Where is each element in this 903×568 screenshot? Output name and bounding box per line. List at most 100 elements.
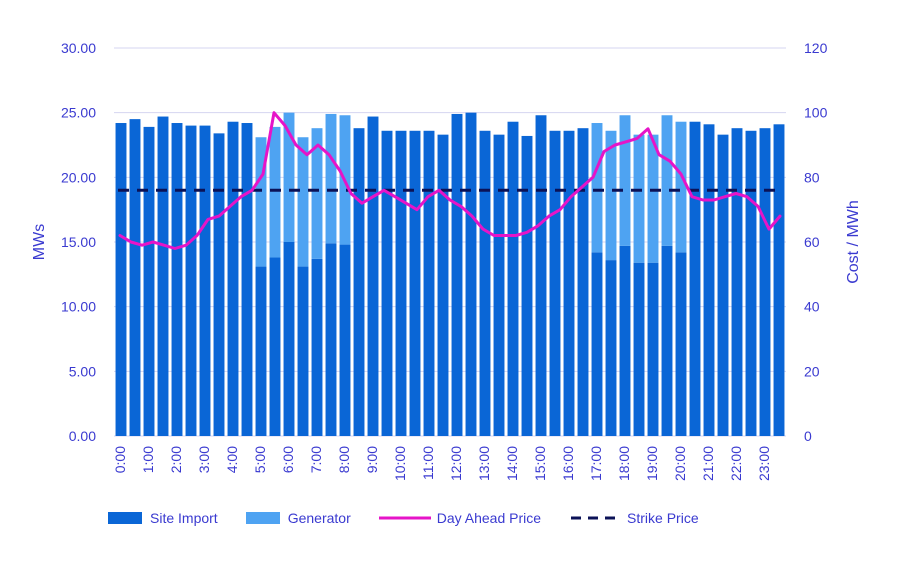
bar-generator [633,134,645,263]
y-tick-label: 0.00 [69,428,96,444]
bar-site-import [549,130,561,437]
x-tick-label: 0:00 [112,446,128,473]
bar-generator [325,113,337,244]
bar-site-import [507,121,519,436]
y2-tick-label: 120 [804,40,828,56]
legend-label-strike-price: Strike Price [627,510,699,526]
bar-site-import [395,130,407,437]
x-tick-label: 3:00 [196,446,212,473]
y-tick-label: 10.00 [61,299,96,315]
bar-site-import [689,121,701,436]
x-tick-label: 7:00 [308,446,324,473]
bar-site-import [129,119,141,436]
lines [118,111,782,250]
x-tick-label: 9:00 [364,446,380,473]
y-tick-label: 5.00 [69,363,96,379]
bar-site-import [227,121,239,436]
x-tick-label: 11:00 [420,446,436,480]
bar-generator [661,115,673,246]
bar-site-import [535,115,547,437]
legend-label-generator: Generator [287,510,351,526]
x-tick-label: 2:00 [168,446,184,473]
legend: Site Import Generator Day Ahead Price St… [108,510,727,526]
gridlines [114,47,786,437]
bar-site-import [479,130,491,437]
bar-generator [269,126,281,258]
bar-site-import [213,133,225,437]
legend-swatch-site-import [108,512,142,524]
bar-site-import [563,130,575,437]
bar-generator [255,137,267,267]
bar-site-import [199,125,211,436]
y-tick-label: 20.00 [61,169,96,185]
bar-site-import [255,266,267,436]
legend-item-strike-price: Strike Price [569,510,699,526]
legend-swatch-strike-price [569,512,621,524]
bar-site-import [353,128,365,437]
bar-generator [311,128,323,259]
y-tick-label: 30.00 [61,40,96,56]
x-tick-label: 16:00 [560,446,576,481]
x-tick-label: 4:00 [224,446,240,473]
bar-site-import [311,258,323,436]
bar-site-import [647,262,659,436]
bar-site-import [325,243,337,436]
bar-site-import [521,135,533,437]
x-tick-label: 23:00 [756,446,772,481]
legend-swatch-generator [245,512,280,524]
bar-generator [675,121,687,253]
legend-swatch-day-ahead-price [378,512,431,524]
x-tick-label: 14:00 [504,446,520,481]
bar-site-import [675,252,687,436]
left-axis-ticks: 0.00 5.00 10.00 15.00 20.00 25.00 30.00 [61,40,96,444]
x-tick-label: 21:00 [700,446,716,481]
bar-site-import [703,124,715,436]
bar-generator [591,123,603,253]
x-tick-label: 12:00 [448,446,464,481]
bar-site-import [185,125,197,436]
y2-tick-label: 80 [804,169,820,185]
bar-site-import [577,128,589,437]
y2-tick-label: 20 [804,363,820,379]
bar-generator [619,115,631,246]
bar-site-import [633,262,645,436]
bar-site-import [619,245,631,436]
bar-site-import [297,266,309,436]
bar-site-import [423,130,435,437]
bar-site-import [451,113,463,437]
bar-site-import [269,257,281,436]
left-axis-title: MWs [31,224,48,260]
bar-site-import [367,116,379,437]
bar-site-import [339,244,351,436]
y2-tick-label: 0 [804,428,812,444]
bar-site-import [759,128,771,437]
bar-site-import [241,123,253,436]
bar-site-import [157,116,169,437]
bar-site-import [465,112,477,437]
bar-site-import [731,128,743,437]
bar-site-import [717,134,729,437]
bar-site-import [773,124,785,436]
y-tick-label: 15.00 [61,234,96,250]
bar-site-import [143,126,155,436]
right-axis-ticks: 0 20 40 60 80 100 120 [804,40,828,444]
bar-site-import [437,134,449,437]
bar-site-import [661,245,673,436]
legend-item-site-import: Site Import [108,510,218,526]
x-tick-label: 19:00 [644,446,660,481]
legend-item-generator: Generator [245,510,351,526]
y2-tick-label: 40 [804,299,820,315]
bar-site-import [381,130,393,437]
bar-generator [297,137,309,267]
x-tick-label: 17:00 [588,446,604,481]
bar-generator [283,112,295,243]
x-tick-label: 8:00 [336,446,352,473]
right-axis-title: Cost / MWh [845,200,862,284]
x-tick-label: 22:00 [728,446,744,481]
bar-site-import [115,123,127,436]
x-tick-label: 6:00 [280,446,296,473]
bar-site-import [283,242,295,436]
bar-site-import [591,252,603,436]
bars [115,112,785,437]
